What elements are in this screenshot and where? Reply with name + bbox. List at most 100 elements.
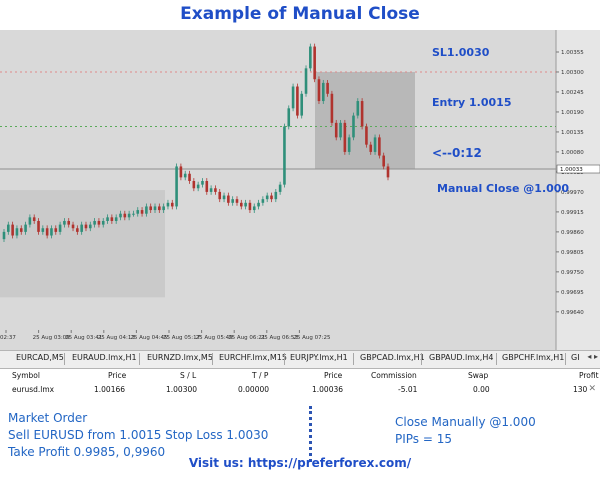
candle-body	[145, 206, 148, 214]
cell-swap: 0.00	[473, 385, 490, 394]
candle-body	[106, 217, 109, 221]
tab-eurnzd[interactable]: EURNZD.lmx,M5	[147, 353, 213, 362]
header-price2[interactable]: Price	[324, 371, 343, 380]
tab-eurcad[interactable]: EURCAD,M5	[16, 353, 64, 362]
close-position-icon[interactable]: ✕	[588, 384, 596, 394]
candle-body	[84, 224, 88, 229]
candle-body	[347, 137, 351, 152]
tab-euraud[interactable]: EURAUD.lmx,H1	[72, 353, 137, 362]
candle-body	[222, 195, 226, 200]
price-tick-label: 1.00355	[561, 50, 584, 56]
header-tp[interactable]: T / P	[252, 371, 269, 380]
candle-body	[93, 220, 96, 225]
candle-body	[326, 82, 329, 94]
tab-eurchf[interactable]: EURCHF.lmx,M15	[219, 353, 287, 362]
header-commission[interactable]: Commission	[371, 371, 417, 380]
time-tick-label: 25 Aug 05:49	[196, 335, 234, 341]
candle-body	[218, 191, 222, 200]
candle-body	[170, 202, 174, 207]
candle-body	[175, 166, 178, 207]
time-tick-label: 25 Aug 06:53	[261, 335, 299, 341]
header-swap[interactable]: Swap	[468, 371, 489, 380]
candle-body	[192, 181, 196, 189]
price-tick-label: 1.00190	[561, 110, 584, 116]
candle-body	[360, 101, 364, 127]
tab-gbpchf[interactable]: GBPCHF.lmx,H1	[502, 353, 565, 362]
price-axis-panel	[556, 30, 600, 350]
price-chart[interactable]: 1.00355 1.00300 1.00245 1.00190 1.00135 1.000…	[0, 30, 600, 350]
candle-body	[58, 224, 62, 232]
candle-body	[19, 228, 23, 232]
note-line: Close Manually @1.000	[395, 415, 536, 429]
tab-eurjpy[interactable]: EURJPY.lmx,H1	[290, 353, 348, 362]
time-tick-label: 25 Aug 06:21	[228, 335, 265, 341]
cell-tp: 0.00000	[238, 385, 270, 394]
candle-body	[252, 206, 256, 211]
candle-body	[101, 220, 105, 225]
candle-body	[45, 228, 49, 236]
note-line: Take Profit 0.9985, 0,9960	[8, 445, 166, 459]
candle-body	[343, 122, 347, 152]
cell-price2: 1.00036	[312, 385, 344, 394]
candle-body	[317, 79, 321, 102]
trade-table: Symbol Price S / L T / P Price Commissio…	[0, 369, 600, 398]
candle-body	[127, 213, 131, 218]
sl-annotation: SL1.0030	[432, 46, 490, 59]
candle-body	[140, 210, 144, 214]
note-line: Sell EURUSD from 1.0015 Stop Loss 1.0030	[8, 428, 269, 442]
tab-gi[interactable]: GI	[571, 353, 580, 362]
candle-body	[334, 122, 338, 138]
price-tick-label: 0.99805	[561, 250, 584, 256]
candle-body	[188, 173, 191, 181]
price-tick-label: 0.99695	[561, 290, 584, 296]
candle-body	[261, 199, 265, 203]
candle-body	[265, 195, 269, 200]
note-line: Market Order	[8, 411, 88, 425]
time-tick-label: 25 Aug 07:25	[293, 335, 331, 341]
cell-price: 1.00166	[94, 385, 126, 394]
footer-link[interactable]: Visit us: https://preferforex.com/	[188, 456, 412, 470]
header-symbol[interactable]: Symbol	[12, 371, 40, 380]
candle-body	[356, 101, 360, 116]
candle-body	[179, 166, 183, 178]
tab-scroll-arrows[interactable]: ◂ ▸	[587, 352, 598, 361]
candle-body	[166, 202, 170, 207]
price-tick-label: 0.99860	[561, 230, 584, 236]
header-sl[interactable]: S / L	[180, 371, 197, 380]
tab-gbpcad[interactable]: GBPCAD.lmx,H1	[360, 353, 425, 362]
candle-body	[153, 206, 157, 211]
notes-panel: Market Order Sell EURUSD from 1.0015 Sto…	[0, 398, 600, 503]
note-line: PIPs = 15	[395, 432, 453, 446]
time-tick-label: 25 Aug 04:13	[98, 335, 136, 341]
candle-body	[11, 224, 14, 236]
chart-svg: 1.00355 1.00300 1.00245 1.00190 1.00135 1.000…	[0, 30, 600, 350]
candle-body	[201, 181, 204, 185]
price-tick-label: 0.99640	[561, 310, 584, 316]
candle-body	[235, 199, 239, 203]
candle-body	[2, 231, 6, 240]
candle-body	[244, 202, 247, 207]
tab-gbpaud[interactable]: GBPAUD.lmx,H4	[429, 353, 494, 362]
manual-close-annotation: Manual Close @1.000	[437, 182, 570, 195]
candle-body	[54, 228, 58, 232]
notes-right: Close Manually @1.000 PIPs = 15	[395, 414, 536, 448]
tab-separator	[421, 353, 422, 365]
candle-body	[209, 188, 213, 192]
candle-body	[309, 46, 312, 69]
candle-body	[80, 224, 83, 232]
candle-body	[132, 213, 135, 215]
candle-body	[205, 181, 209, 192]
cell-profit: 130	[573, 385, 588, 394]
header-profit[interactable]: Profit	[579, 371, 599, 380]
table-row[interactable]: eurusd.lmx 1.00166 1.00300 0.00000 1.000…	[0, 384, 600, 397]
timer-annotation: <--0:12	[432, 146, 482, 160]
candle-body	[97, 220, 101, 225]
candle-body	[76, 228, 79, 232]
header-price[interactable]: Price	[108, 371, 127, 380]
candle-body	[231, 199, 234, 203]
candle-body	[136, 210, 140, 214]
candle-body	[123, 213, 127, 218]
price-tick-label: 1.00245	[561, 90, 584, 96]
candle-body	[63, 220, 66, 225]
price-tick-label: 0.99750	[561, 270, 584, 276]
